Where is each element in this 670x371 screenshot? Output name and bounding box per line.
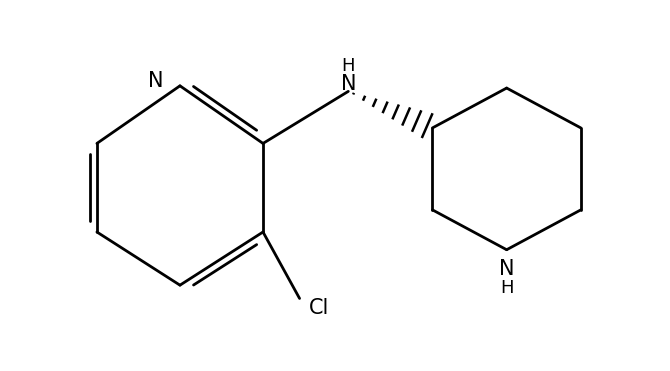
Text: H: H [342, 57, 355, 75]
Text: N: N [499, 259, 515, 279]
Text: N: N [340, 73, 356, 93]
Text: Cl: Cl [310, 298, 330, 318]
Text: H: H [500, 279, 513, 296]
Text: N: N [148, 71, 163, 91]
